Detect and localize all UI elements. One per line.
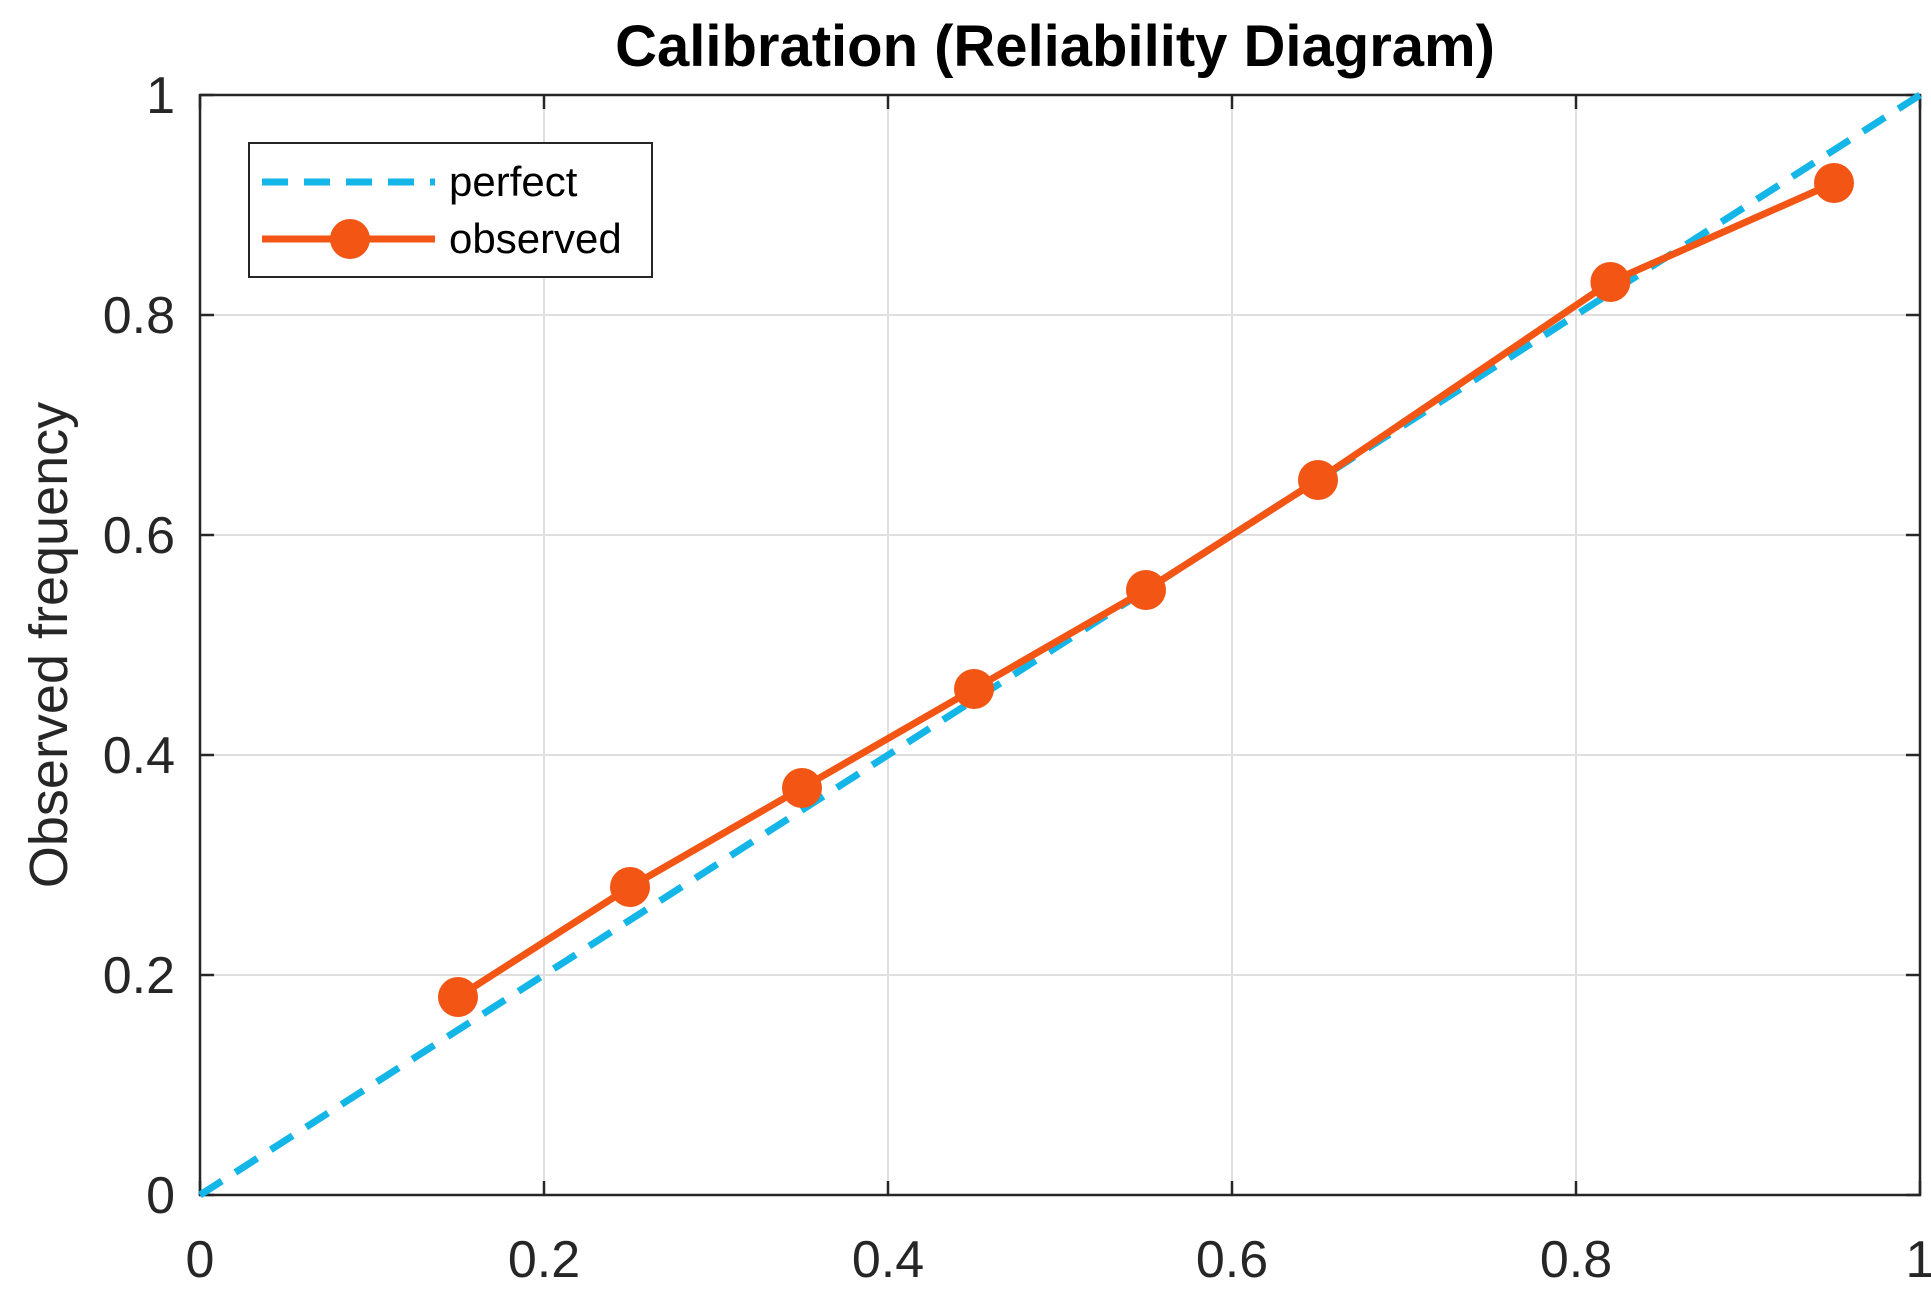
legend-box xyxy=(248,142,653,278)
y-axis-label: Observed frequency xyxy=(19,402,79,888)
data-point-observed xyxy=(1814,163,1854,203)
data-point-observed xyxy=(1126,570,1166,610)
x-tick-label: 0.8 xyxy=(1540,1231,1612,1289)
data-point-observed xyxy=(1590,262,1631,302)
y-tick-label: 0 xyxy=(146,1167,175,1225)
x-tick-label: 1 xyxy=(1906,1231,1931,1289)
y-tick-label: 0.2 xyxy=(103,947,175,1005)
x-tick-label: 0 xyxy=(186,1231,215,1289)
y-tick-label: 0.6 xyxy=(103,507,175,565)
axes-box xyxy=(198,93,1922,1197)
series-line-perfect xyxy=(198,92,1922,1198)
y-tick-label: 1 xyxy=(146,67,175,125)
chart-title: Calibration (Reliability Diagram) xyxy=(615,14,1495,79)
series-layer xyxy=(198,92,1922,1198)
data-point-observed xyxy=(610,867,650,907)
x-tick-label: 0.6 xyxy=(1196,1231,1268,1289)
data-point-observed xyxy=(1298,460,1338,500)
data-point-observed xyxy=(438,977,478,1017)
legend-observed-label: observed xyxy=(449,215,622,262)
y-tick-label: 0.8 xyxy=(103,287,175,345)
x-tick-label: 0.2 xyxy=(508,1231,580,1289)
series-line-observed xyxy=(456,179,1836,1000)
x-tick-label: 0.4 xyxy=(852,1231,924,1289)
legend: perfect observed xyxy=(248,142,653,278)
y-tick-labels: 0 0.2 0.4 0.6 0.8 1 xyxy=(103,67,175,1225)
legend-perfect-label: perfect xyxy=(449,158,578,205)
axes xyxy=(198,93,1922,1197)
data-point-observed xyxy=(782,768,822,808)
x-tick-labels: 0 0.2 0.4 0.6 0.8 1 xyxy=(186,1231,1931,1289)
y-tick-label: 0.4 xyxy=(103,727,175,785)
data-point-observed xyxy=(954,669,994,709)
legend-observed-marker xyxy=(330,219,370,259)
